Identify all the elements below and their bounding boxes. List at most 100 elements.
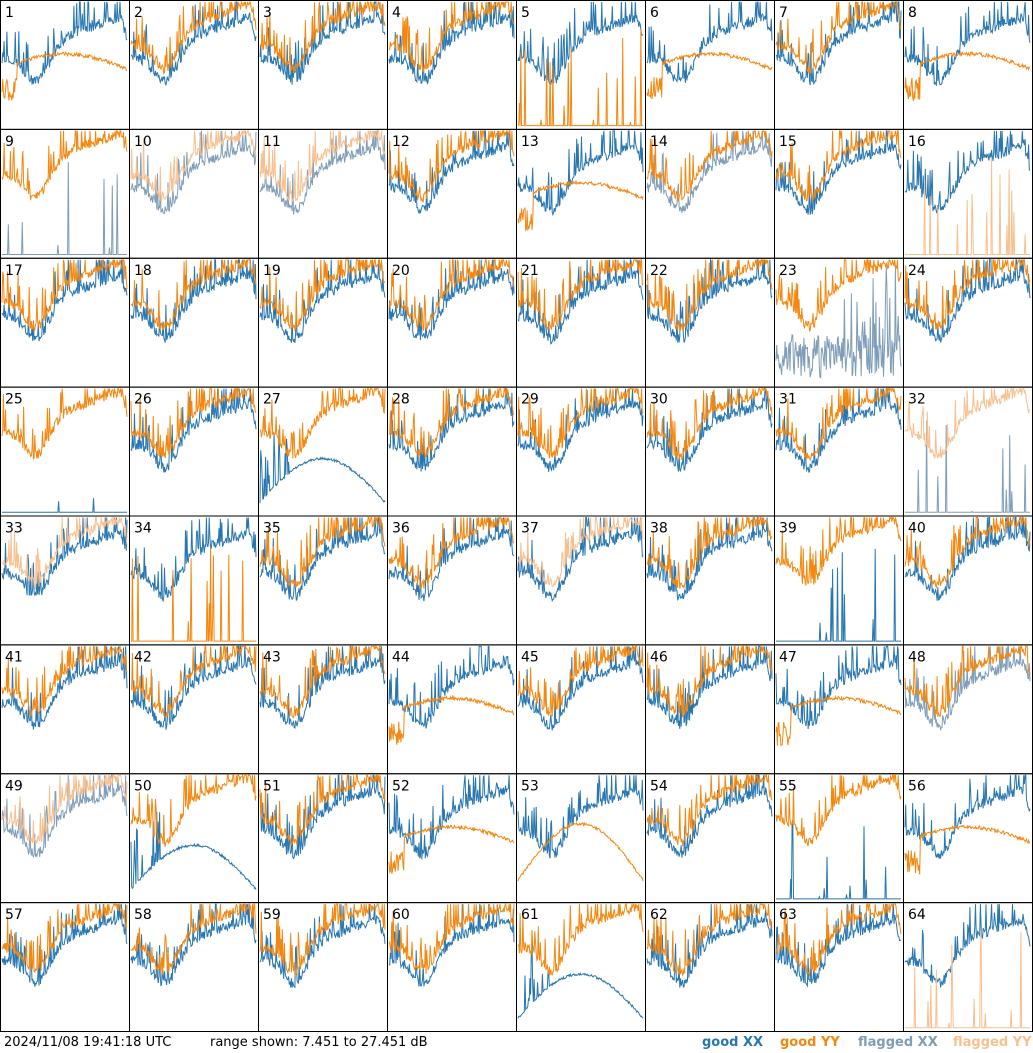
panel-26: 26 [129,386,259,517]
panel-4-label: 4 [392,5,401,21]
panel-40-label: 40 [908,521,926,537]
panel-61-label: 61 [521,907,539,923]
panel-12-xx-line [388,129,515,215]
panel-21-yy-line [517,258,644,331]
panel-36: 36 [387,515,517,646]
panel-35: 35 [258,515,388,646]
panel-3: 3 [258,0,388,130]
panel-43: 43 [258,644,388,775]
panel-55-yy-line [775,774,902,847]
panel-16-yy-line [905,157,1030,255]
panel-53-xx-line [517,775,644,859]
panel-28: 28 [387,386,517,517]
panel-58: 58 [129,902,259,1032]
panel-21: 21 [516,257,646,388]
panel-37-label: 37 [521,521,539,537]
panel-41-label: 41 [5,649,23,665]
panel-19-yy-line [259,258,386,332]
panel-9-frame [0,128,130,259]
panel-60-yy-line [388,902,515,974]
panel-43-yy-line [259,644,386,719]
panel-36-yy-line [388,516,515,590]
panel-17-label: 17 [5,263,23,279]
panel-32-label: 32 [908,392,926,408]
panel-27-xx-line [259,429,386,504]
panel-14-yy-line [646,130,773,202]
panel-19-xx-line [259,259,386,344]
panel-45-label: 45 [521,649,539,665]
panel-57-label: 57 [5,907,23,923]
panel-38-label: 38 [650,521,668,537]
panel-34-label: 34 [134,521,152,537]
panel-10-xx-line [130,130,257,215]
panel-4-yy-line [388,1,515,73]
panel-51-label: 51 [263,778,281,794]
panel-57-xx-line [1,904,128,987]
panel-25-yy-line [1,388,128,460]
panel-53: 53 [516,773,646,904]
panel-62: 62 [645,902,775,1032]
panel-19: 19 [258,257,388,388]
panel-7-yy-line [775,0,902,74]
panel-29-label: 29 [521,392,539,408]
panel-27-yy-line [259,387,386,459]
panel-53-label: 53 [521,778,539,794]
panel-64-yy-line [905,930,1030,1029]
panel-4: 4 [387,0,517,130]
panel-5-yy-line [518,29,643,127]
panel-59-xx-line [259,904,386,989]
panel-42-label: 42 [134,649,152,665]
panel-30-label: 30 [650,392,668,408]
timestamp-label: 2024/11/08 19:41:18 UTC [4,1035,172,1050]
panel-47: 47 [774,644,904,775]
panel-22: 22 [645,257,775,388]
panel-60-label: 60 [392,907,410,923]
panel-37: 37 [516,515,646,646]
panel-31-yy-line [775,387,902,462]
panel-25-xx-line [2,498,127,513]
panel-57: 57 [0,902,130,1032]
panel-56-yy-line [904,824,1031,875]
panel-61-xx-line [517,942,644,1019]
panel-47-yy-line [775,694,902,747]
panel-44-yy-line [388,694,515,745]
panel-22-yy-line [646,259,773,332]
panel-48-yy-line [904,645,1031,718]
panel-36-xx-line [388,517,515,602]
panel-6-xx-line [646,1,773,84]
panel-13-yy-line [517,179,644,232]
panel-11-label: 11 [263,134,281,150]
panel-16: 16 [903,128,1033,259]
panel-41-yy-line [1,644,128,716]
legend-flagged-yy: flagged YY [953,1035,1032,1050]
panel-34-xx-line [130,517,257,603]
panel-30-xx-line [646,388,773,473]
panel-25: 25 [0,386,130,517]
panel-16-xx-line [904,130,1031,215]
panel-63-label: 63 [779,907,797,923]
panel-3-label: 3 [263,5,272,21]
panel-37-yy-line [517,517,644,588]
panel-50: 50 [129,773,259,904]
panel-40-yy-line [904,515,1031,589]
panel-22-label: 22 [650,263,668,279]
panel-64: 64 [903,902,1033,1032]
panel-20-label: 20 [392,263,410,279]
panel-63-yy-line [775,903,902,977]
panel-31-xx-line [775,388,902,473]
panel-52-label: 52 [392,778,410,794]
panel-34-yy-line [131,547,256,642]
panel-26-yy-line [130,387,257,459]
panel-25-label: 25 [5,392,23,408]
panel-18-xx-line [130,259,257,343]
panel-32-yy-line [904,387,1031,459]
panel-48-label: 48 [908,649,926,665]
panel-3-xx-line [259,1,386,85]
panel-17-yy-line [1,259,128,333]
panel-5-xx-line [517,1,644,86]
panel-40-xx-line [904,517,1031,601]
panel-47-label: 47 [779,649,797,665]
panel-48: 48 [903,644,1033,775]
panel-40: 40 [903,515,1033,646]
panel-54: 54 [645,773,775,904]
